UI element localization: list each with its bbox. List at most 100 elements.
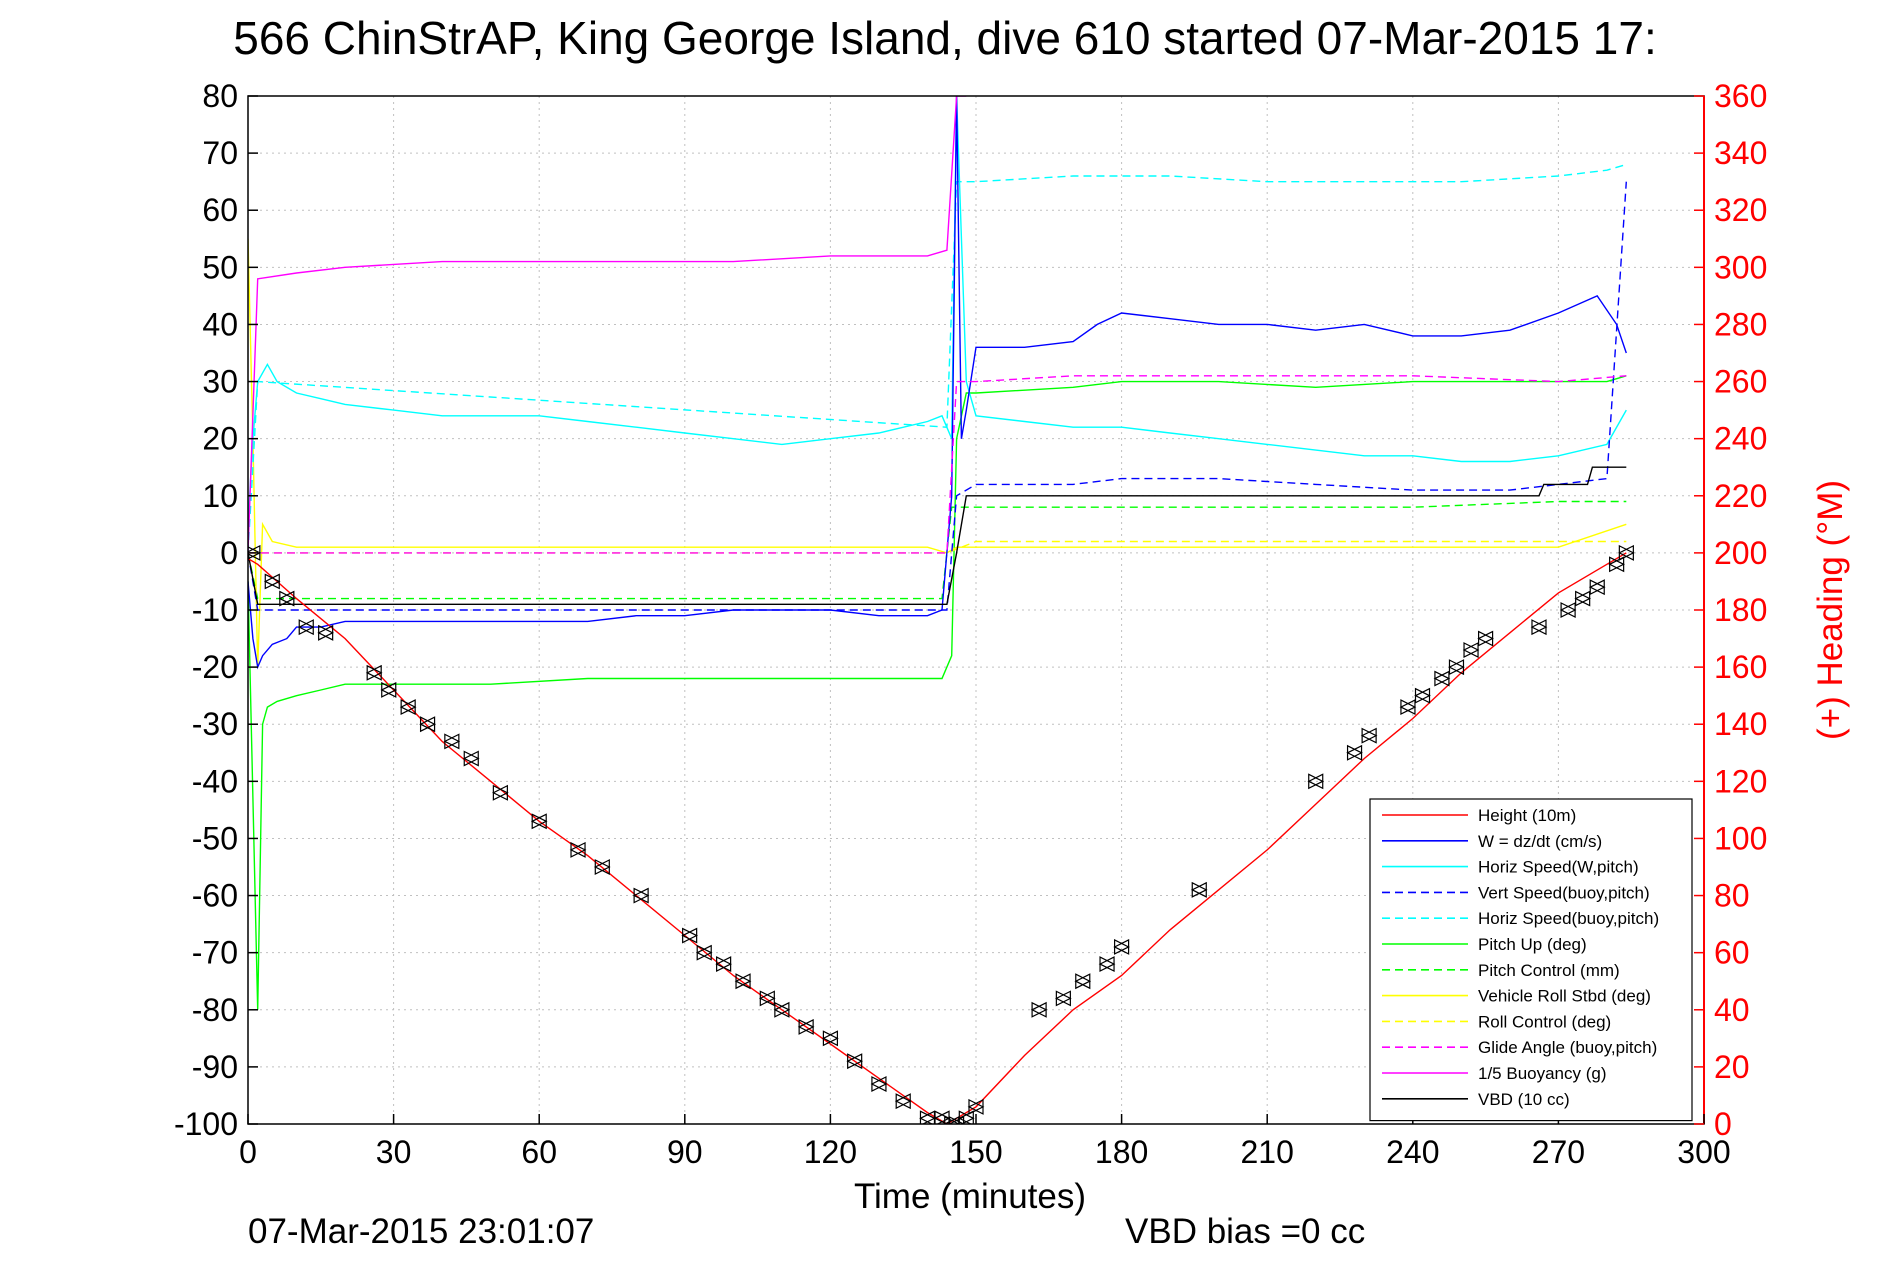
left-y-axis: 80 70 60 50 40 30 20 10 0 -10 -20 -30 -40 -50 -60 -70 -8…	[174, 78, 258, 1142]
footer-timestamp: 07-Mar-2015 23:01:07	[248, 1212, 594, 1251]
x-axis: 0 30 60 90 120 150 180 210 240 270 300	[239, 1114, 1731, 1170]
dive-marker	[365, 664, 383, 681]
dive-marker	[1448, 659, 1465, 676]
y-tick-label: -20	[192, 649, 238, 685]
dive-marker	[1414, 687, 1431, 704]
y2-tick-label: 200	[1714, 535, 1767, 571]
dive-marker	[1346, 744, 1363, 761]
dive-marker	[297, 619, 315, 636]
chart-title: 566 ChinStrAP, King George Island, dive …	[233, 12, 1656, 64]
dive-marker	[846, 1053, 864, 1070]
dive-marker	[278, 590, 296, 607]
dive-marker	[870, 1076, 888, 1092]
y2-tick-label: 320	[1714, 192, 1767, 228]
dive-marker	[957, 1110, 975, 1124]
y-tick-label: 10	[202, 478, 238, 514]
y-tick-label: -50	[192, 820, 238, 856]
series-line	[248, 552, 1627, 1124]
x-axis-label: Time (minutes)	[854, 1177, 1086, 1216]
right-y-axis: 3603403203002802602402202001801601401201…	[1694, 78, 1767, 1142]
y-tick-label: -40	[192, 763, 238, 799]
dive-marker	[1574, 590, 1592, 607]
dive-marker	[773, 1001, 791, 1018]
y2-tick-label: 160	[1714, 649, 1767, 685]
y2-tick-label: 260	[1714, 364, 1767, 400]
legend-label: 1/5 Buoyancy (g)	[1478, 1064, 1607, 1083]
legend-label: Vehicle Roll Stbd (deg)	[1478, 987, 1651, 1006]
dive-marker	[1618, 544, 1635, 561]
legend-label: Horiz Speed(W,pitch)	[1478, 858, 1639, 877]
legend-label: Height (10m)	[1478, 806, 1576, 825]
dive-marker	[1477, 630, 1494, 647]
dive-marker	[967, 1098, 985, 1115]
y-tick-label: 60	[202, 192, 238, 228]
y2-tick-label: 100	[1714, 820, 1767, 856]
dive-marker	[263, 573, 281, 590]
plot-area	[248, 96, 1635, 1124]
dive-marker	[1559, 602, 1577, 618]
dive-marker	[632, 887, 650, 904]
y-tick-label: 80	[202, 78, 238, 114]
dive-marker	[593, 859, 611, 875]
dive-marker	[715, 956, 732, 973]
dive-marker	[492, 784, 509, 801]
series-line	[248, 181, 1627, 611]
legend-label: Roll Control (deg)	[1478, 1012, 1611, 1031]
y2-tick-label: 20	[1714, 1049, 1750, 1085]
dive-marker	[569, 841, 587, 858]
y2-tick-label: 180	[1714, 592, 1767, 628]
y-tick-label: 50	[202, 249, 238, 285]
x-tick-label: 300	[1677, 1134, 1730, 1170]
y-tick-label: 20	[202, 421, 238, 457]
footer-vbd-bias: VBD bias =0 cc	[1125, 1212, 1365, 1251]
dive-marker	[1433, 670, 1451, 687]
legend-label: Horiz Speed(buoy,pitch)	[1478, 909, 1659, 928]
x-tick-label: 150	[949, 1134, 1002, 1170]
series-line	[248, 375, 1627, 554]
y2-tick-label: 340	[1714, 135, 1767, 171]
dive-marker	[1074, 973, 1092, 990]
dive-marker	[943, 1116, 961, 1124]
legend-box	[1369, 798, 1693, 1122]
legend-label: Vert Speed(buoy,pitch)	[1478, 883, 1650, 902]
dive-marker	[248, 544, 262, 561]
x-tick-label: 30	[376, 1134, 412, 1170]
dive-marker	[462, 750, 480, 767]
dive-marker	[443, 733, 461, 750]
dive-marker	[1030, 1001, 1048, 1018]
y-tick-label: -30	[192, 706, 238, 742]
y-tick-label: -70	[192, 935, 238, 971]
dive-marker	[1399, 699, 1417, 716]
y2-tick-label: 60	[1714, 935, 1750, 971]
legend-label: VBD (10 cc)	[1478, 1090, 1570, 1109]
right-y-axis-label: (+) Heading (°M)	[1811, 480, 1850, 740]
dive-marker	[317, 624, 334, 641]
y2-tick-label: 80	[1714, 878, 1750, 914]
series-line	[248, 163, 1627, 553]
dive-marker	[1098, 956, 1116, 973]
y2-tick-label: 220	[1714, 478, 1767, 514]
x-tick-label: 240	[1386, 1134, 1439, 1170]
legend-label: W = dz/dt (cm/s)	[1478, 832, 1602, 851]
series-line	[248, 96, 967, 553]
x-tick-label: 0	[239, 1134, 257, 1170]
y2-tick-label: 360	[1714, 78, 1767, 114]
y-tick-label: 30	[202, 364, 238, 400]
series-line	[248, 238, 1627, 668]
dive-marker	[695, 944, 713, 961]
y-tick-label: -80	[192, 992, 238, 1028]
y2-tick-label: 120	[1714, 763, 1767, 799]
dive-marker	[1530, 619, 1548, 636]
legend-label: Pitch Control (mm)	[1478, 961, 1620, 980]
y2-tick-label: 240	[1714, 421, 1767, 457]
x-tick-label: 120	[804, 1134, 857, 1170]
y-tick-label: 0	[220, 535, 238, 571]
dive-marker	[1190, 881, 1208, 898]
y-tick-label: -100	[174, 1106, 238, 1142]
x-tick-label: 180	[1095, 1134, 1148, 1170]
dive-marker	[1588, 579, 1606, 596]
y-tick-label: -90	[192, 1049, 238, 1085]
y2-tick-label: 0	[1714, 1106, 1732, 1142]
dive-marker	[399, 699, 417, 716]
